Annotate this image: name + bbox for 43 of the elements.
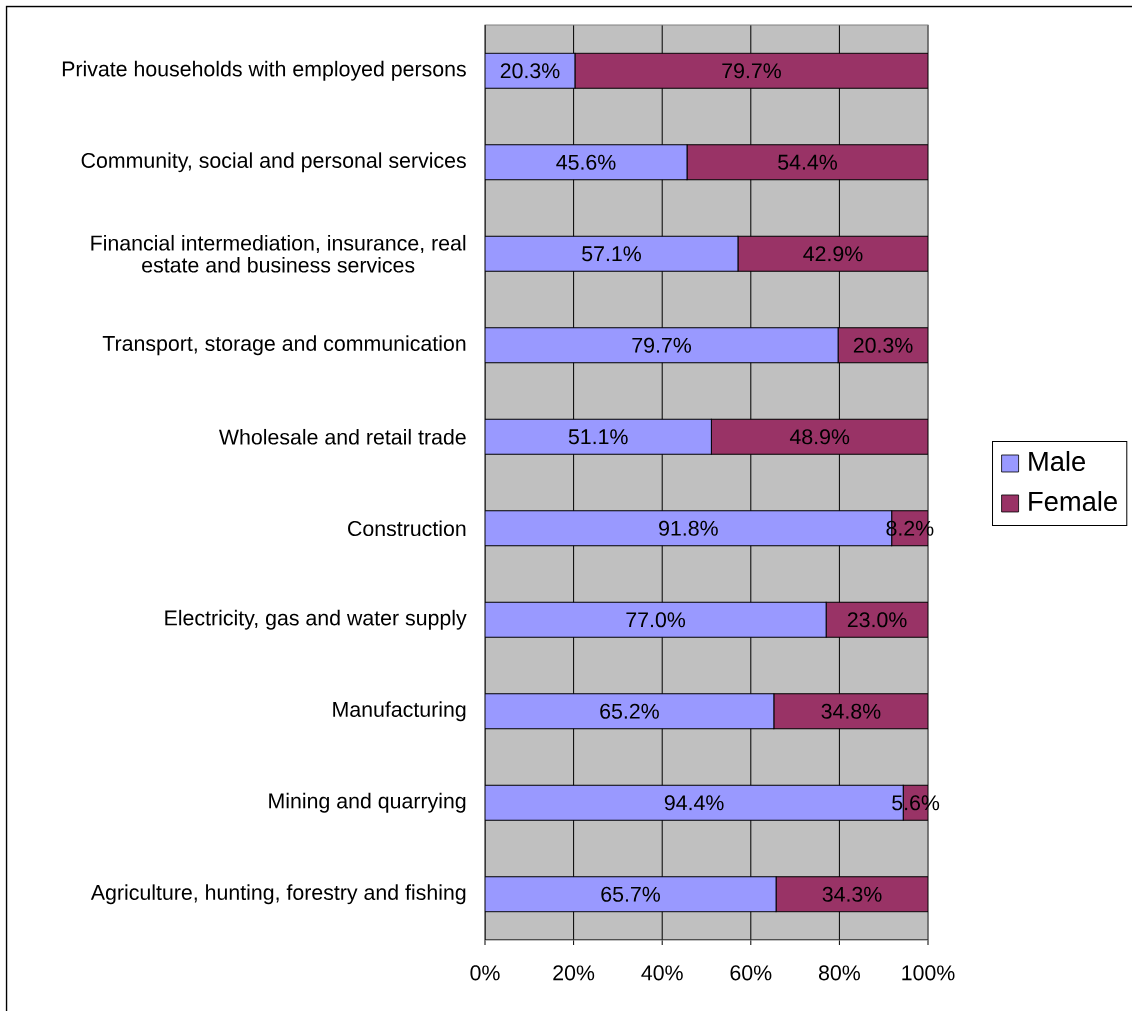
data-label: 91.8% [659, 520, 718, 536]
data-label: 79.7% [632, 337, 692, 353]
x-tick-label: 20% [553, 965, 595, 981]
data-label: 57.1% [582, 246, 641, 262]
data-label: 34.3% [822, 886, 882, 902]
data-label: 54.4% [778, 154, 837, 170]
y-tick-label: Transport, storage and communication [102, 335, 466, 356]
x-tick-label: 0% [470, 965, 500, 981]
y-tick-label: Construction [348, 520, 466, 537]
data-label: 65.7% [601, 886, 661, 902]
y-tick-label: Community, social and personal services [81, 152, 466, 173]
y-tick-label: Electricity, gas and water supply [165, 609, 467, 630]
data-label: 42.9% [803, 246, 863, 262]
y-tick-label: Wholesale and retail trade [218, 428, 466, 445]
bar [485, 144, 688, 181]
data-label: 45.6% [556, 154, 616, 170]
data-label: 34.8% [821, 703, 881, 719]
y-tick-label: Private households with employed persons [62, 60, 466, 81]
bar [485, 601, 827, 638]
y-tick-label: Financial intermediation, insurance, real estate and business services [91, 234, 466, 273]
data-label: 94.4% [664, 795, 724, 811]
legend-label: Male [1029, 451, 1086, 472]
data-label: 79.7% [722, 63, 781, 79]
bar [485, 235, 739, 272]
bar [485, 327, 839, 364]
legend-label: Female [1029, 491, 1117, 512]
bar [485, 693, 775, 730]
data-label: 20.3% [500, 63, 560, 79]
data-label: 48.9% [789, 429, 850, 445]
y-tick-label: Manufacturing [333, 701, 466, 722]
data-label: 77.0% [626, 612, 686, 628]
x-tick-label: 60% [730, 965, 772, 981]
data-label: 65.2% [600, 703, 659, 719]
y-tick-label: Agriculture, hunting, forestry and fishing [90, 884, 466, 905]
x-tick-label: 80% [818, 965, 860, 981]
data-label: 20.3% [853, 337, 913, 353]
bar [485, 876, 777, 913]
bar [485, 418, 712, 455]
y-tick-label: Mining and quarrying [269, 792, 466, 813]
x-tick-label: 40% [641, 965, 683, 981]
data-label: 51.1% [568, 429, 628, 445]
x-tick-label: 100% [902, 965, 955, 981]
data-label: 23.0% [847, 612, 907, 628]
